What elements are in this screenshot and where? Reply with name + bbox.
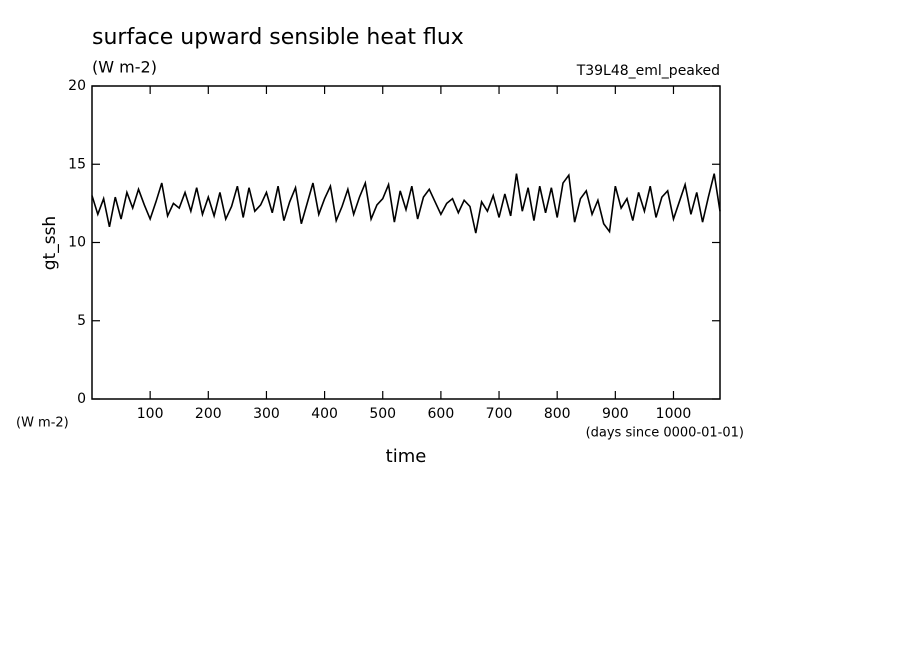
y-axis-label: gt_ssh — [40, 216, 60, 270]
x-tick-label: 500 — [369, 406, 396, 422]
x-tick-label: 900 — [602, 406, 629, 422]
y-units: (W m-2) — [16, 416, 69, 431]
y-tick-label: 10 — [68, 235, 86, 251]
chart-title: surface upward sensible heat flux — [92, 25, 464, 50]
x-tick-label: 300 — [253, 406, 280, 422]
y-tick-label: 5 — [77, 313, 86, 329]
plot-frame — [91, 85, 721, 400]
series-line — [91, 173, 721, 234]
x-tick-label: 200 — [195, 406, 222, 422]
y-tick-label: 0 — [77, 391, 86, 407]
x-units: (days since 0000-01-01) — [586, 426, 744, 441]
x-tick-label: 600 — [428, 406, 455, 422]
x-tick-label: 400 — [311, 406, 338, 422]
x-tick-label: 100 — [137, 406, 164, 422]
x-tick-label: 1000 — [656, 406, 692, 422]
x-tick-label: 800 — [544, 406, 571, 422]
annotation: T39L48_eml_peaked — [576, 63, 720, 79]
y-tick-label: 15 — [68, 156, 86, 172]
x-tick-label: 700 — [486, 406, 513, 422]
x-axis-label: time — [386, 446, 427, 467]
chart-subtitle: (W m-2) — [92, 58, 157, 77]
y-tick-label: 20 — [68, 78, 86, 94]
